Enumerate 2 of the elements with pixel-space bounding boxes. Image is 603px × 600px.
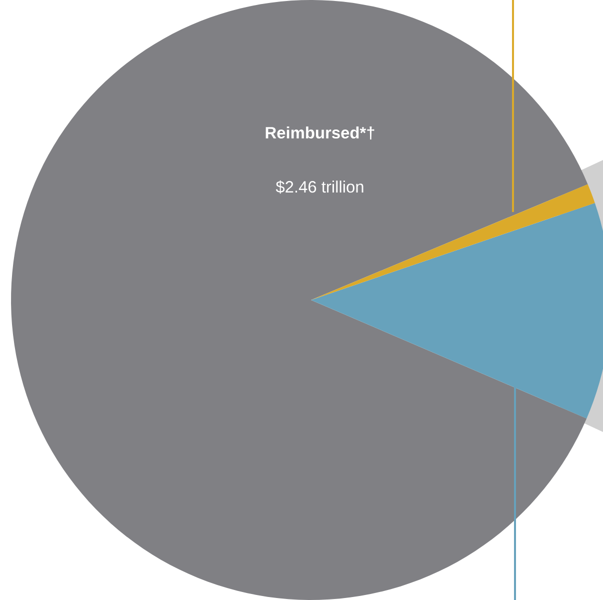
data-label: $2.46 trillion xyxy=(276,180,364,194)
slice-label: Reimbursed*† xyxy=(266,126,374,140)
